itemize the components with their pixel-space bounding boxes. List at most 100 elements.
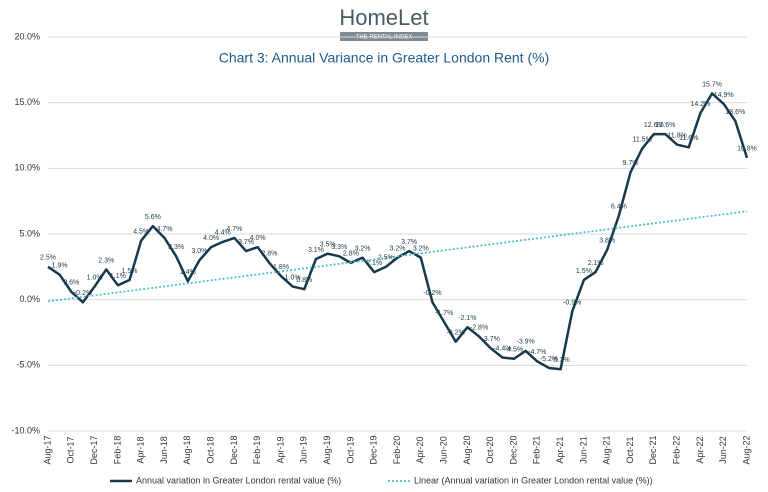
x-tick-label: Dec-20 <box>508 435 518 464</box>
x-tick-label: Oct-18 <box>205 436 215 463</box>
x-tick-label: Aug-22 <box>741 435 751 464</box>
series-line <box>47 92 749 371</box>
data-label: 2.5% <box>40 255 56 262</box>
x-tick-label: Oct-19 <box>345 436 355 463</box>
chart-title: Chart 3: Annual Variance in Greater Lond… <box>219 50 549 66</box>
data-label: 9.7% <box>623 160 639 167</box>
data-label: -1.7% <box>435 310 453 317</box>
x-tick-label: Apr-20 <box>415 436 425 463</box>
data-label: 4.4% <box>215 230 231 237</box>
x-tick-label: Apr-21 <box>555 436 565 463</box>
data-label: 10.8% <box>737 146 757 153</box>
data-label: 5.6% <box>145 214 161 221</box>
y-tick-label: -10.0% <box>11 425 40 435</box>
x-tick-label: Dec-19 <box>369 435 379 464</box>
data-label: 3.8% <box>599 238 615 245</box>
data-label: 1.0% <box>285 274 301 281</box>
x-tick-label: Dec-17 <box>89 435 99 464</box>
x-tick-label: Oct-21 <box>625 436 635 463</box>
x-tick-label: Aug-17 <box>42 435 52 464</box>
data-label: 1.8% <box>273 264 289 271</box>
data-label: -3.7% <box>482 336 500 343</box>
x-tick-label: Jun-22 <box>718 436 728 464</box>
x-tick-label: Jun-20 <box>438 436 448 464</box>
x-tick-label: Jun-21 <box>578 436 588 464</box>
data-label: 6.4% <box>611 203 627 210</box>
data-label: 1.5% <box>576 268 592 275</box>
x-tick-label: Aug-21 <box>602 435 612 464</box>
data-label: 2.8% <box>261 251 277 258</box>
data-label: 11.6% <box>679 135 698 142</box>
y-tick-label: -5.0% <box>16 360 40 370</box>
data-label: 1.4% <box>180 269 196 276</box>
data-label: 3.1% <box>308 247 324 254</box>
data-label: 0.8% <box>296 277 312 284</box>
x-tick-label: Apr-22 <box>695 436 705 463</box>
data-label: 0.6% <box>63 280 79 287</box>
data-label: 1.1% <box>110 273 126 280</box>
x-tick-label: Feb-18 <box>112 436 122 465</box>
data-label: 4.7% <box>157 226 173 233</box>
data-label: 4.0% <box>250 235 266 242</box>
x-tick-label: Feb-21 <box>532 436 542 465</box>
data-label: -5.3% <box>551 357 569 364</box>
x-tick-label: Dec-18 <box>229 435 239 464</box>
data-label: 2.3% <box>98 257 114 264</box>
data-label: -2.8% <box>470 324 488 331</box>
x-tick-label: Feb-20 <box>392 436 402 465</box>
logo-tagline: THE RENTAL INDEX <box>356 35 413 41</box>
y-tick-label: 0.0% <box>19 294 40 304</box>
x-tick-label: Oct-20 <box>485 436 495 463</box>
data-label: 3.2% <box>390 245 406 252</box>
data-label: 2.5% <box>378 255 394 262</box>
x-tick-label: Jun-19 <box>299 436 309 464</box>
data-label: 3.2% <box>413 245 429 252</box>
y-tick-label: 15.0% <box>14 97 40 107</box>
data-label: -3.9% <box>517 339 535 346</box>
legend-label: Linear (Annual variation in Greater Lond… <box>414 475 653 485</box>
data-label: 14.2% <box>690 101 710 108</box>
x-tick-label: Oct-17 <box>66 436 76 463</box>
data-label: -0.2% <box>74 290 92 297</box>
data-label: 3.7% <box>401 239 417 246</box>
data-label: -2.1% <box>458 315 476 322</box>
legend-label: Annual variation in Greater London renta… <box>136 475 341 485</box>
data-label: -3.2% <box>447 330 465 337</box>
data-label: 3.0% <box>191 248 207 255</box>
data-label: 15.7% <box>702 81 722 88</box>
x-tick-label: Apr-18 <box>136 436 146 463</box>
data-label: 2.8% <box>343 251 359 258</box>
data-label: 4.0% <box>203 235 219 242</box>
data-label: -4.5% <box>505 347 523 354</box>
data-label: 1.5% <box>122 268 138 275</box>
x-tick-label: Feb-22 <box>671 436 681 465</box>
x-tick-label: Dec-21 <box>648 435 658 464</box>
logo: HomeLet <box>339 5 428 30</box>
data-label: 11.5% <box>632 136 651 143</box>
data-label: 4.5% <box>133 228 149 235</box>
data-label: -0.2% <box>423 290 441 297</box>
data-label: -0.9% <box>563 299 581 306</box>
x-tick-label: Aug-20 <box>462 435 472 464</box>
data-label: 1.0% <box>87 274 103 281</box>
data-label: 3.5% <box>320 242 336 249</box>
y-tick-label: 10.0% <box>14 163 40 173</box>
y-tick-label: 20.0% <box>14 31 40 41</box>
data-label: 1.9% <box>52 263 68 270</box>
x-tick-label: Aug-18 <box>182 435 192 464</box>
data-label: 12.6% <box>644 122 664 129</box>
data-label: 2.1% <box>366 260 382 267</box>
data-label: 14.9% <box>714 92 734 99</box>
data-label: -4.4% <box>493 345 511 352</box>
data-label: 3.3% <box>168 244 184 251</box>
data-label: 4.7% <box>226 226 242 233</box>
data-label: 2.1% <box>588 260 604 267</box>
x-tick-label: Apr-19 <box>275 436 285 463</box>
x-tick-label: Aug-19 <box>322 435 332 464</box>
trend-line <box>47 210 748 303</box>
data-label: 13.6% <box>725 109 745 116</box>
data-label: 3.3% <box>331 244 347 251</box>
data-label: 3.7% <box>238 239 254 246</box>
